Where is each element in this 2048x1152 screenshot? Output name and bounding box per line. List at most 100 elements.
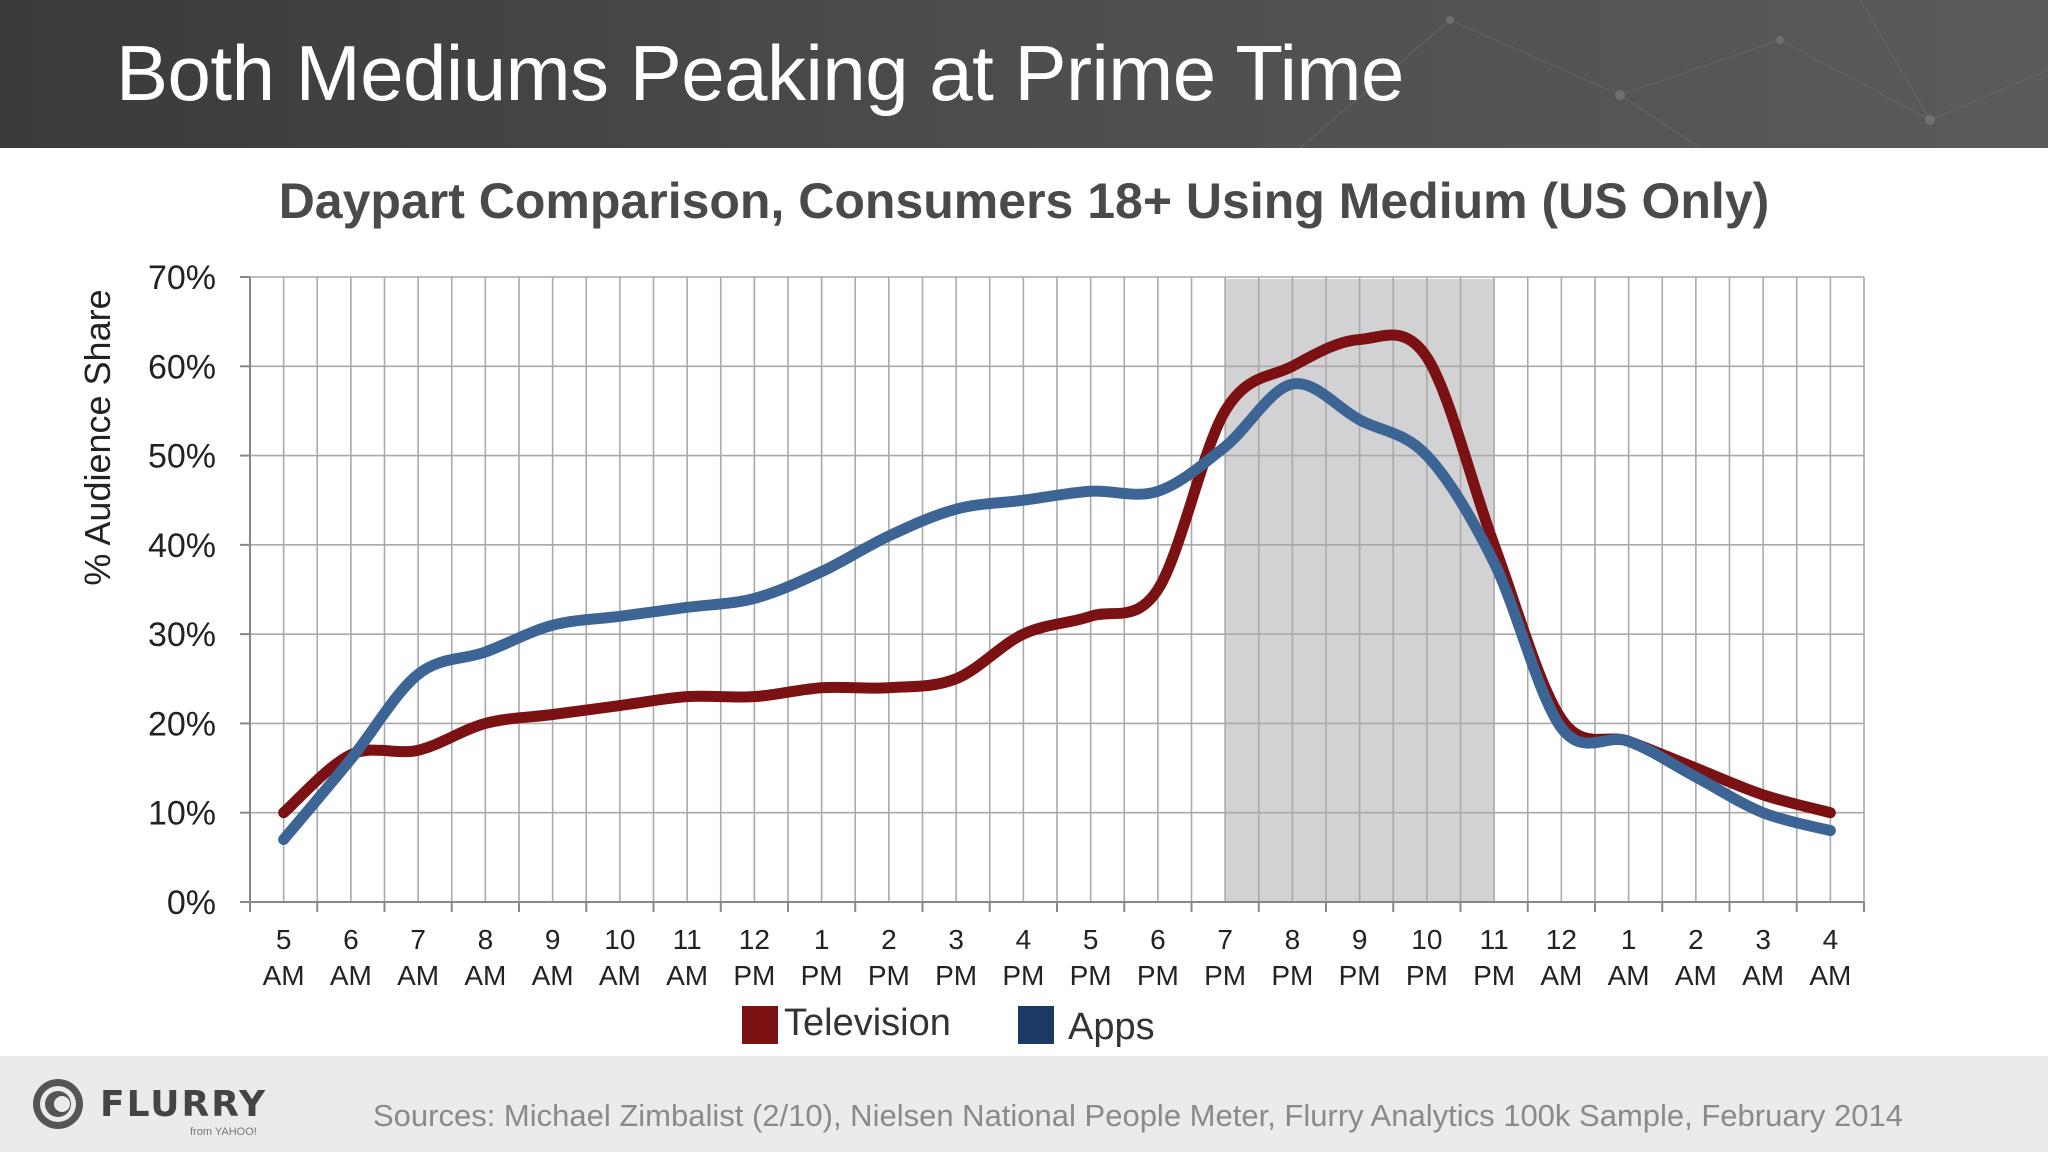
x-tick-label-meridiem: AM: [464, 960, 506, 991]
x-tick-label-meridiem: PM: [1339, 960, 1381, 991]
slide-title: Both Mediums Peaking at Prime Time: [116, 29, 1404, 117]
x-tick-label-hour: 7: [410, 924, 426, 955]
data-point-television: [1829, 812, 1831, 814]
x-tick-label-hour: 6: [343, 924, 359, 955]
y-tick-label: 10%: [148, 795, 216, 833]
footer-bar: FLURRY from YAHOO! Sources: Michael Zimb…: [0, 1056, 2048, 1152]
x-tick-label-meridiem: PM: [733, 960, 775, 991]
data-point-apps: [1829, 830, 1831, 832]
data-point-apps: [686, 606, 688, 608]
data-point-apps: [753, 597, 755, 599]
title-banner: Both Mediums Peaking at Prime Time: [0, 0, 2048, 148]
series-points-television: [283, 339, 1831, 814]
data-point-apps: [1426, 455, 1428, 457]
x-tick-label-meridiem: PM: [1271, 960, 1313, 991]
x-tick-label-meridiem: PM: [1070, 960, 1112, 991]
data-point-apps: [484, 651, 486, 653]
data-point-apps: [1022, 499, 1024, 501]
data-point-television: [1695, 767, 1697, 769]
data-point-television: [1493, 544, 1495, 546]
x-tick-label-hour: 1: [1621, 924, 1637, 955]
data-point-apps: [283, 839, 285, 840]
y-tick-label: 70%: [148, 259, 216, 297]
x-tick-label-hour: 11: [1480, 924, 1509, 955]
data-point-television: [686, 696, 688, 698]
legend-swatch-television: [742, 1006, 778, 1044]
x-tick-label-hour: 9: [545, 924, 561, 955]
network-background-graphic: [1299, 0, 2048, 148]
data-point-television: [1022, 633, 1024, 635]
y-tick-label: 20%: [148, 705, 216, 743]
x-tick-label-hour: 8: [478, 924, 494, 955]
x-tick-label-hour: 7: [1217, 924, 1233, 955]
x-tick-label-meridiem: PM: [868, 960, 910, 991]
x-tick-label-hour: 10: [1411, 924, 1442, 955]
data-point-apps: [1157, 490, 1159, 492]
data-point-television: [888, 687, 890, 689]
data-point-television: [1157, 589, 1159, 590]
data-point-apps: [417, 673, 419, 675]
y-tick-label: 30%: [148, 616, 216, 654]
x-tick-label-meridiem: AM: [1675, 960, 1717, 991]
legend-label-television: Television: [784, 1002, 951, 1044]
x-tick-label-hour: 8: [1285, 924, 1301, 955]
x-tick-label-meridiem: AM: [599, 960, 641, 991]
x-tick-label-meridiem: PM: [1137, 960, 1179, 991]
x-tick-label-hour: 4: [1016, 924, 1032, 955]
x-tick-label-meridiem: AM: [1608, 960, 1650, 991]
x-tick-label-meridiem: AM: [1742, 960, 1784, 991]
data-point-apps: [1224, 446, 1226, 448]
data-point-apps: [1762, 812, 1764, 814]
y-tick-label: 60%: [148, 348, 216, 386]
flurry-subtext: from YAHOO!: [190, 1126, 257, 1138]
data-point-television: [552, 714, 554, 715]
flurry-logo-icon: [33, 1079, 83, 1129]
daypart-line-chart: 0% 10% 20% 30% 40% 50% 60% 70% 5 AM 6 AM 7 AM 8 AM 9 AM 10…: [77, 259, 1865, 991]
data-point-television: [1426, 356, 1428, 358]
x-tick-label-hour: 4: [1823, 924, 1839, 955]
x-tick-label-hour: 5: [1083, 924, 1099, 955]
data-point-apps: [888, 535, 890, 537]
x-tick-label-meridiem: AM: [397, 960, 439, 991]
data-point-apps: [1695, 776, 1697, 778]
y-tick-label: 0%: [167, 884, 216, 922]
x-tick-label-meridiem: AM: [1540, 960, 1582, 991]
x-tick-label-hour: 1: [814, 924, 830, 955]
flurry-wordmark: FLURRY: [100, 1084, 268, 1125]
legend-swatch-apps: [1018, 1006, 1054, 1044]
x-tick-label-hour: 9: [1352, 924, 1368, 955]
data-point-apps: [1090, 490, 1092, 492]
data-point-television: [955, 678, 957, 680]
data-point-television: [484, 722, 486, 724]
data-point-apps: [821, 571, 823, 573]
y-tick-label: 50%: [148, 438, 216, 476]
flurry-logo: FLURRY from YAHOO!: [30, 1068, 270, 1148]
x-tick-label-hour: 3: [948, 924, 964, 955]
data-point-television: [1291, 365, 1293, 367]
grid-lines: [249, 276, 1865, 903]
data-point-apps: [552, 624, 554, 626]
x-tick-label-meridiem: AM: [666, 960, 708, 991]
data-point-apps: [619, 615, 621, 617]
x-tick-label-hour: 3: [1755, 924, 1771, 955]
x-tick-label-meridiem: PM: [1406, 960, 1448, 991]
data-point-apps: [1359, 419, 1361, 421]
data-point-television: [283, 812, 285, 814]
data-point-apps: [1493, 562, 1495, 564]
legend-label-apps: Apps: [1068, 1006, 1155, 1048]
chart-title: Daypart Comparison, Consumers 18+ Using …: [278, 173, 1770, 229]
series-points-apps: [283, 383, 1831, 840]
data-point-television: [1359, 339, 1361, 340]
y-axis-label: % Audience Share: [77, 289, 118, 585]
y-tick-label: 40%: [148, 527, 216, 565]
x-tick-label-meridiem: PM: [1002, 960, 1044, 991]
x-tick-label-meridiem: PM: [1204, 960, 1246, 991]
x-tick-label-meridiem: PM: [935, 960, 977, 991]
x-tick-label-hour: 2: [1688, 924, 1704, 955]
data-point-apps: [1560, 727, 1562, 729]
data-point-apps: [350, 758, 352, 760]
sources-note: Sources: Michael Zimbalist (2/10), Niels…: [372, 1098, 1903, 1133]
data-point-television: [1762, 794, 1764, 796]
data-point-television: [417, 749, 419, 751]
data-point-television: [753, 696, 755, 698]
